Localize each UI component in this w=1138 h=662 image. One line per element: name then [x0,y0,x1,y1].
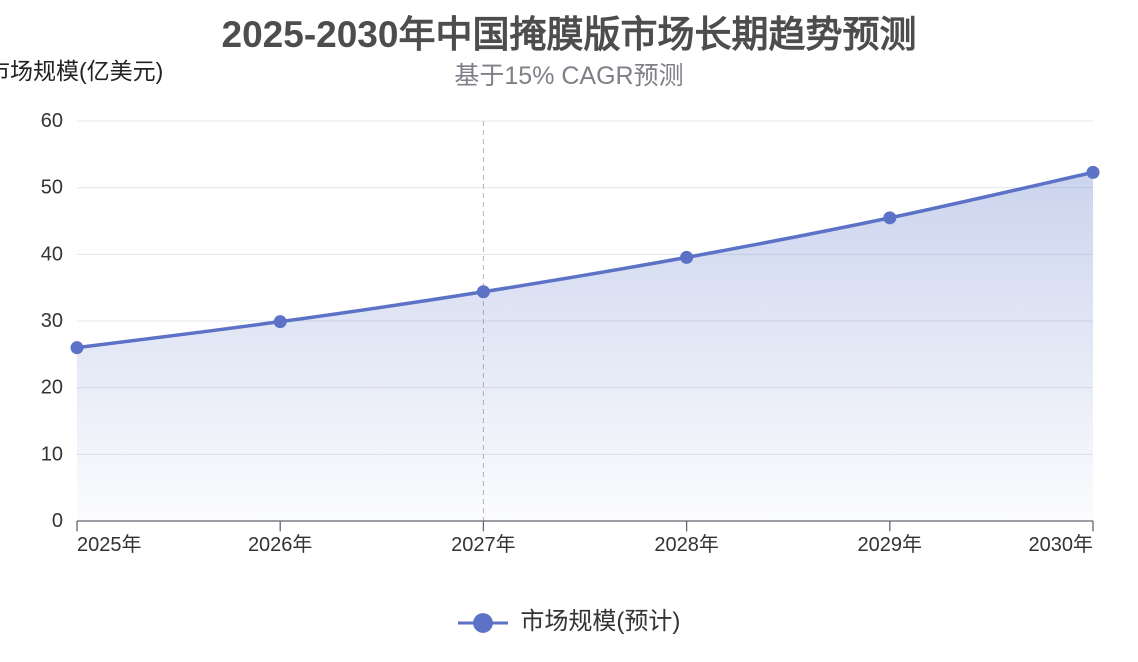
svg-text:2030年: 2030年 [1029,533,1094,556]
svg-text:2027年: 2027年 [451,533,516,556]
svg-text:2026年: 2026年 [248,533,313,556]
svg-text:60: 60 [41,110,63,132]
svg-text:2029年: 2029年 [858,533,923,556]
svg-text:40: 40 [41,243,63,265]
svg-text:20: 20 [41,377,63,399]
svg-text:0: 0 [52,510,63,532]
svg-text:50: 50 [41,177,63,199]
svg-text:10: 10 [41,443,63,465]
svg-text:2028年: 2028年 [654,533,719,556]
svg-text:30: 30 [41,310,63,332]
svg-text:2025年: 2025年 [77,533,142,556]
